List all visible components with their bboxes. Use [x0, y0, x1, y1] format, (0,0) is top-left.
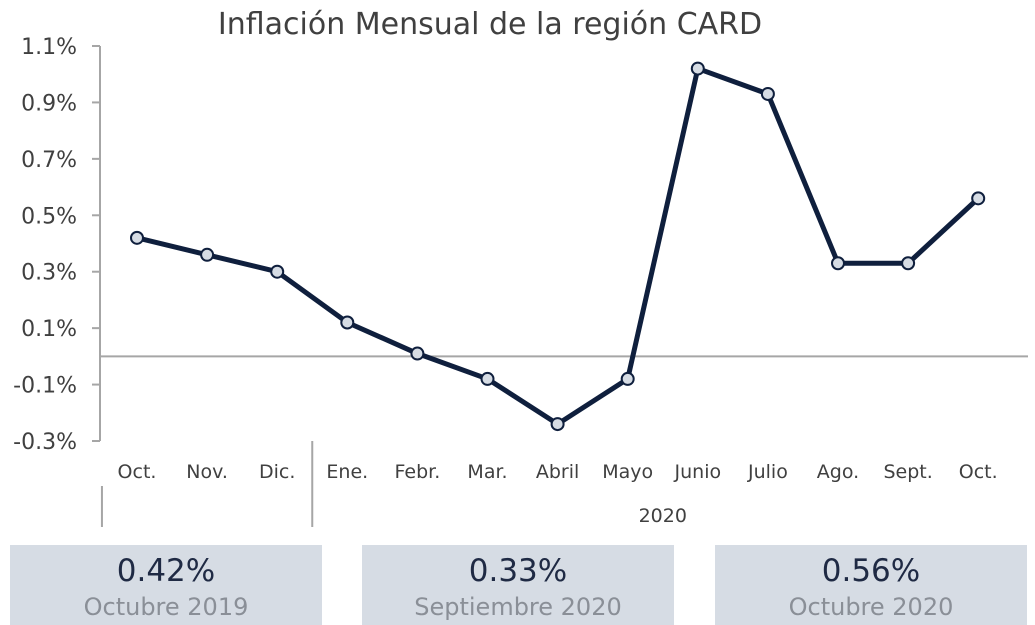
data-point	[690, 61, 705, 76]
y-tick-label: 0.9%	[21, 91, 77, 116]
data-point	[200, 247, 215, 262]
data-point	[550, 417, 565, 432]
data-point	[901, 256, 916, 271]
x-tick-label: Junio	[674, 461, 722, 483]
y-tick-label: 0.5%	[21, 204, 77, 229]
data-point	[410, 346, 425, 361]
y-tick-label: -0.3%	[13, 430, 77, 455]
x-tick-label: Julio	[747, 461, 788, 483]
card-label: Octubre 2020	[788, 593, 954, 621]
y-tick-label: -0.1%	[13, 374, 77, 399]
inflation-line-chart: Inflación Mensual de la región CARD 1.1%…	[13, 7, 1028, 527]
data-point	[340, 315, 355, 330]
summary-card-sep-2020: 0.33% Septiembre 2020	[362, 545, 674, 625]
data-point	[620, 371, 635, 386]
series-line	[134, 66, 981, 427]
x-tick-label: Febr.	[395, 461, 441, 483]
x-axis-ticks: Oct. Nov. Dic. Ene. Febr. Mar. Abril Mayo Junio J…	[118, 461, 998, 483]
x-group-label: 2020	[639, 505, 687, 527]
card-label: Octubre 2019	[83, 593, 249, 621]
data-point	[760, 86, 775, 101]
series-layer	[130, 61, 986, 432]
data-point	[130, 230, 144, 245]
x-tick-label: Ene.	[326, 461, 368, 483]
chart-title: Inflación Mensual de la región CARD	[218, 7, 762, 42]
data-point	[480, 371, 495, 386]
x-tick-label: Dic.	[259, 461, 295, 483]
y-tick-label: 0.7%	[21, 148, 77, 173]
card-value: 0.42%	[116, 553, 216, 589]
y-tick-label: 1.1%	[21, 35, 77, 60]
data-point	[971, 191, 986, 206]
y-tick-label: 0.1%	[21, 317, 77, 342]
x-tick-label: Mar.	[467, 461, 507, 483]
x-tick-label: Mayo	[602, 461, 653, 483]
card-value: 0.56%	[821, 553, 921, 589]
data-point	[270, 264, 285, 279]
x-tick-label: Oct.	[118, 461, 157, 483]
x-tick-label: Oct.	[959, 461, 998, 483]
x-tick-label: Nov.	[186, 461, 228, 483]
y-tick-label: 0.3%	[21, 261, 77, 286]
x-tick-label: Sept.	[883, 461, 932, 483]
summary-card-oct-2019: 0.42% Octubre 2019	[10, 545, 322, 625]
y-axis-ticks: 1.1% 0.9% 0.7% 0.5% 0.3% 0.1% -0.1% -0.3%	[13, 35, 100, 455]
x-tick-label: Ago.	[817, 461, 859, 483]
x-axis-groups: 2020	[100, 441, 687, 527]
summary-card-oct-2020: 0.56% Octubre 2020	[715, 545, 1027, 625]
card-label: Septiembre 2020	[414, 593, 622, 621]
card-value: 0.33%	[468, 553, 568, 589]
x-tick-label: Abril	[536, 461, 579, 483]
data-point	[831, 256, 845, 271]
